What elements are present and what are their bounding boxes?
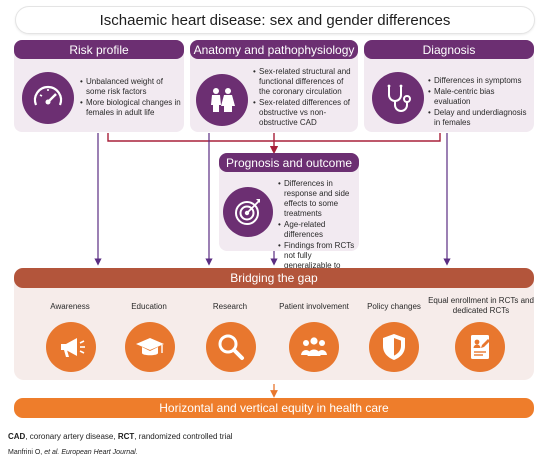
speedometer-icon — [22, 72, 74, 124]
anatomy-bullet-1: Sex-related structural and functional di… — [253, 67, 356, 97]
graduation-cap-icon — [125, 322, 175, 372]
awareness-label: Awareness — [50, 302, 90, 311]
diagnosis-header: Diagnosis — [364, 40, 534, 59]
megaphone-icon — [46, 322, 96, 372]
cad-abbr: CAD — [8, 432, 26, 441]
anatomy-bullets: Sex-related structural and functional di… — [253, 67, 356, 129]
citation-footnote: Manfrini O, et al. European Heart Journa… — [8, 449, 138, 456]
policy-changes-label: Policy changes — [367, 302, 421, 311]
document-icon — [455, 322, 505, 372]
risk-profile-header: Risk profile — [14, 40, 184, 59]
diagnosis-bullet-3: Delay and underdiagnosis in females — [428, 108, 532, 128]
cad-def: , coronary artery disease, — [25, 432, 118, 441]
stethoscope-icon — [372, 72, 424, 124]
rct-def: , randomized controlled trial — [134, 432, 233, 441]
prognosis-bullets: Differences in response and side effects… — [278, 179, 358, 282]
shield-icon — [369, 322, 419, 372]
research-label: Research — [212, 302, 248, 311]
page-title: Ischaemic heart disease: sex and gender … — [15, 6, 535, 34]
citation-authors: Manfrini O, — [8, 449, 45, 456]
rct-abbr: RCT — [117, 432, 135, 441]
abbreviation-footnote: CAD, coronary artery disease, RCT, rando… — [8, 432, 233, 441]
citation-etal: et al. — [44, 449, 60, 456]
anatomy-header: Anatomy and pathophysiology — [190, 40, 358, 59]
patient-involvement-label: Patient involvement — [279, 302, 349, 311]
risk-bullet-1: Unbalanced weight of some risk factors — [80, 77, 182, 97]
anatomy-bullet-2: Sex-related differences of obstructive v… — [253, 98, 356, 128]
diagnosis-bullet-2: Male-centric bias evaluation — [428, 87, 532, 107]
citation-journal: European Heart Journal. — [59, 449, 138, 456]
equal-enrollment-label: Equal enrollment in RCTs and dedicated R… — [428, 296, 534, 316]
equity-banner: Horizontal and vertical equity in health… — [14, 398, 534, 418]
risk-bullet-2: More biological changes in females in ad… — [80, 98, 182, 118]
prognosis-header: Prognosis and outcome — [219, 153, 359, 172]
target-icon — [223, 187, 273, 237]
bridging-header: Bridging the gap — [14, 268, 534, 288]
education-label: Education — [131, 302, 167, 311]
magnifier-icon — [206, 322, 256, 372]
male-female-icon — [196, 74, 248, 126]
risk-profile-bullets: Unbalanced weight of some risk factors M… — [80, 77, 182, 119]
diagnosis-bullet-1: Differences in symptoms — [428, 76, 532, 86]
people-group-icon — [289, 322, 339, 372]
prognosis-bullet-1: Differences in response and side effects… — [278, 179, 358, 219]
prognosis-bullet-2: Age-related differences — [278, 220, 358, 240]
diagnosis-bullets: Differences in symptoms Male-centric bia… — [428, 76, 532, 129]
